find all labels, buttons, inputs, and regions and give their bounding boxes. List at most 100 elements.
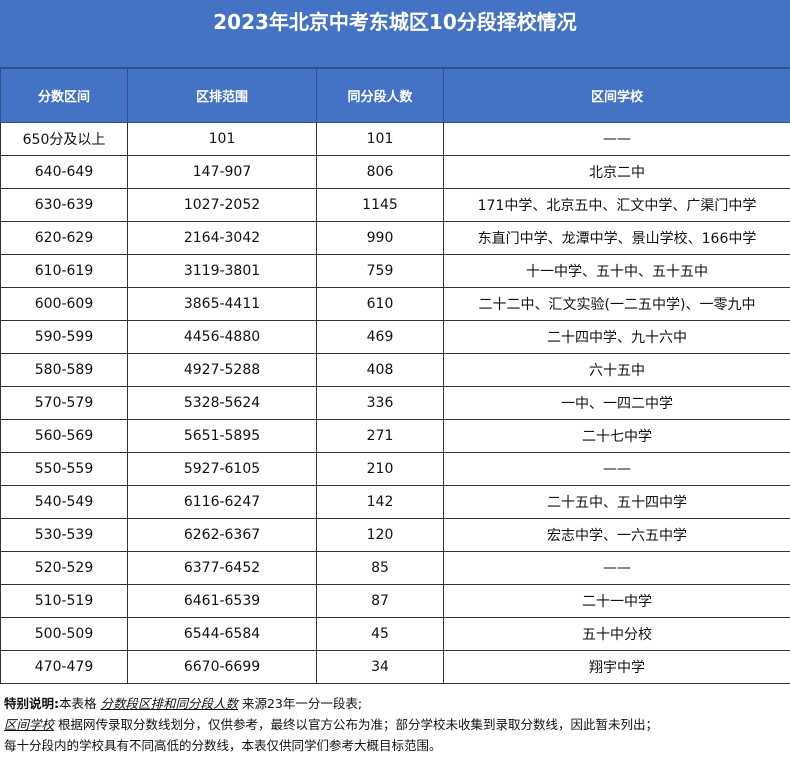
table-cell: 87 [316,584,444,618]
table-cell: 580-589 [0,353,128,387]
table-cell: 101 [127,122,317,156]
column-header: 分数区间 [0,68,128,123]
table-cell: 3865-4411 [127,287,317,321]
table-cell: 85 [316,551,444,585]
table-cell: 101 [316,122,444,156]
table-cell: 5651-5895 [127,419,317,453]
table-row: 620-629 2164-3042 990 东直门中学、龙潭中学、景山学校、166中学 [0,221,790,255]
table-cell: 6461-6539 [127,584,317,618]
column-header: 区间学校 [443,68,790,123]
table-cell: 6670-6699 [127,650,317,684]
table-cell: 十一中学、五十中、五十五中 [443,254,790,288]
table-cell: 550-559 [0,452,128,486]
table-cell: 4927-5288 [127,353,317,387]
table-cell: 408 [316,353,444,387]
table-cell: 210 [316,452,444,486]
table: 分数区间 区排范围 同分段人数 区间学校 650分及以上 101 101 —— 640-649… [0,68,790,684]
table-cell: 530-539 [0,518,128,552]
table-cell: 二十五中、五十四中学 [443,485,790,519]
note-line: 特别说明:本表格 分数段区排和同分段人数 来源23年一分一段表; [4,693,786,714]
note-text: 本表格 [59,696,101,711]
table-cell: 520-529 [0,551,128,585]
header-row: 分数区间 区排范围 同分段人数 区间学校 [0,68,790,123]
table-cell: 5927-6105 [127,452,317,486]
table-cell: 990 [316,221,444,255]
note-emphasis: 区间学校 [4,717,55,732]
table-cell: 北京二中 [443,155,790,189]
table-cell: 二十一中学 [443,584,790,618]
table-row: 560-569 5651-5895 271 二十七中学 [0,419,790,453]
table-cell: 142 [316,485,444,519]
title: 2023年北京中考东城区10分段择校情况 [0,0,790,68]
note-emphasis: 分数段区排和同分段人数 [100,696,238,711]
table-cell: 二十二中、汇文实验(一二五中学)、一零九中 [443,287,790,321]
table-cell: 4456-4880 [127,320,317,354]
table-cell: 六十五中 [443,353,790,387]
table-cell: 东直门中学、龙潭中学、景山学校、166中学 [443,221,790,255]
table-cell: 1145 [316,188,444,222]
column-header: 同分段人数 [316,68,444,123]
table-cell: 630-639 [0,188,128,222]
table-cell: 宏志中学、一六五中学 [443,518,790,552]
table-cell: 610-619 [0,254,128,288]
table-cell: 759 [316,254,444,288]
table-cell: 590-599 [0,320,128,354]
table-cell: 570-579 [0,386,128,420]
table-cell: 640-649 [0,155,128,189]
table-cell: 147-907 [127,155,317,189]
table-cell: 34 [316,650,444,684]
note-text: 每十分段内的学校具有不同高低的分数线，本表仅供同学们参考大概目标范围。 [4,738,442,753]
table-cell: 540-549 [0,485,128,519]
table-row: 520-529 6377-6452 85 —— [0,551,790,585]
table-cell: 6377-6452 [127,551,317,585]
table-cell: 6262-6367 [127,518,317,552]
table-cell: 1027-2052 [127,188,317,222]
table-cell: —— [443,122,790,156]
table-row: 550-559 5927-6105 210 —— [0,452,790,486]
table-cell: 五十中分校 [443,617,790,651]
table-cell: 一中、一四二中学 [443,386,790,420]
table-cell: 6116-6247 [127,485,317,519]
note-text: 根据网传录取分数线划分，仅供参考，最终以官方公布为准；部分学校未收集到录取分数线… [54,717,658,732]
table-cell: —— [443,452,790,486]
table-cell: 500-509 [0,617,128,651]
table-row: 530-539 6262-6367 120 宏志中学、一六五中学 [0,518,790,552]
table-cell: 5328-5624 [127,386,317,420]
table-cell: 二十七中学 [443,419,790,453]
table-cell: 806 [316,155,444,189]
table-cell: 560-569 [0,419,128,453]
table-row: 650分及以上 101 101 —— [0,122,790,156]
table-cell: 45 [316,617,444,651]
table-row: 500-509 6544-6584 45 五十中分校 [0,617,790,651]
table-cell: —— [443,551,790,585]
table-cell: 3119-3801 [127,254,317,288]
table-cell: 171中学、北京五中、汇文中学、广渠门中学 [443,188,790,222]
table-cell: 510-519 [0,584,128,618]
table-cell: 620-629 [0,221,128,255]
note-line: 区间学校 根据网传录取分数线划分，仅供参考，最终以官方公布为准；部分学校未收集到… [4,714,786,735]
column-header: 区排范围 [127,68,317,123]
table-row: 630-639 1027-2052 1145 171中学、北京五中、汇文中学、广渠门中… [0,188,790,222]
table-cell: 二十四中学、九十六中 [443,320,790,354]
table-row: 540-549 6116-6247 142 二十五中、五十四中学 [0,485,790,519]
table-row: 610-619 3119-3801 759 十一中学、五十中、五十五中 [0,254,790,288]
notes: 特别说明:本表格 分数段区排和同分段人数 来源23年一分一段表; 区间学校 根据… [0,684,790,756]
table-cell: 6544-6584 [127,617,317,651]
table-cell: 2164-3042 [127,221,317,255]
table-cell: 336 [316,386,444,420]
table-cell: 600-609 [0,287,128,321]
table-row: 600-609 3865-4411 610 二十二中、汇文实验(一二五中学)、一零九中 [0,287,790,321]
table-row: 580-589 4927-5288 408 六十五中 [0,353,790,387]
table-cell: 271 [316,419,444,453]
table-cell: 470-479 [0,650,128,684]
table-cell: 610 [316,287,444,321]
note-label: 特别说明: [4,696,59,711]
note-line: 每十分段内的学校具有不同高低的分数线，本表仅供同学们参考大概目标范围。 [4,735,786,756]
table-row: 570-579 5328-5624 336 一中、一四二中学 [0,386,790,420]
table-cell: 翔宇中学 [443,650,790,684]
table-row: 470-479 6670-6699 34 翔宇中学 [0,650,790,684]
table-cell: 120 [316,518,444,552]
table-row: 640-649 147-907 806 北京二中 [0,155,790,189]
table-cell: 650分及以上 [0,122,128,156]
